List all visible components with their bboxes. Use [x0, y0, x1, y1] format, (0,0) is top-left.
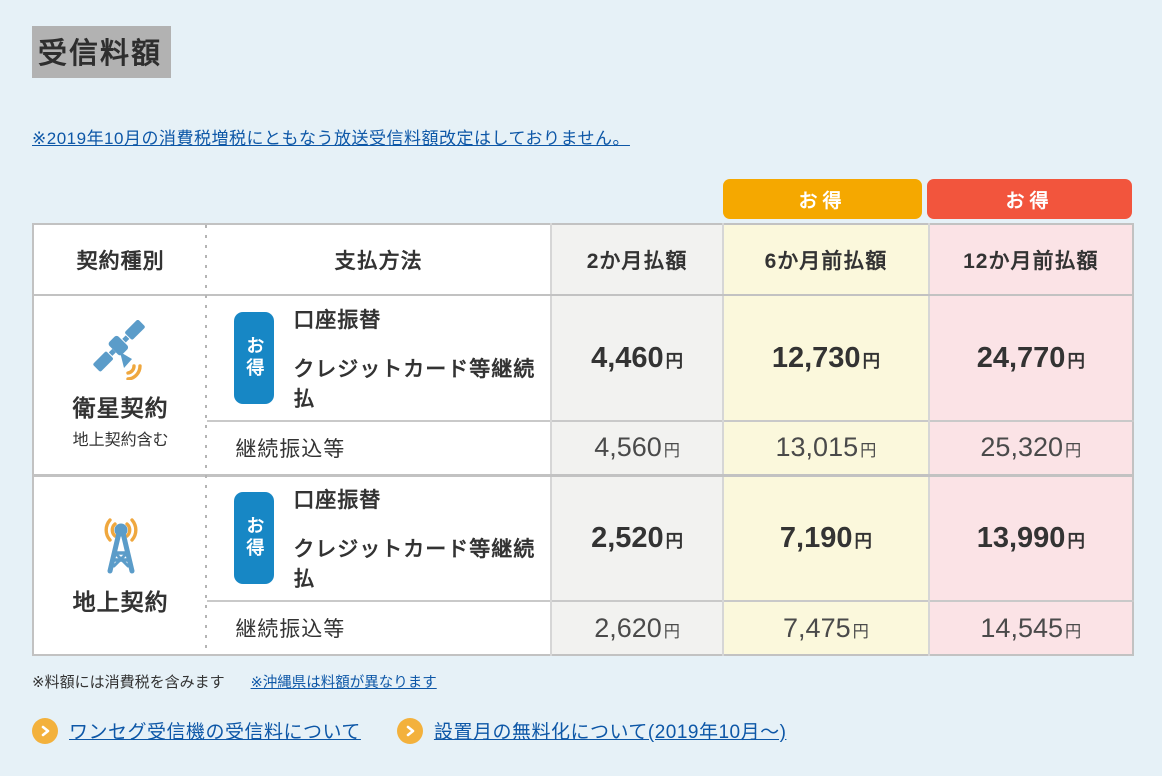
oneseg-fee-link-label: ワンセグ受信機の受信料について [69, 722, 361, 743]
installation-month-free-link[interactable]: 設置月の無料化について(2019年10月～) [396, 717, 787, 744]
satellite-deal-method-cell: お得 口座振替 クレジットカード等継続払 [207, 295, 551, 421]
okinawa-note-link[interactable]: ※沖縄県は料額が異なります [250, 675, 437, 691]
method-line-credit: クレジットカード等継続払 [293, 537, 536, 591]
page-title: 受信料額 [32, 26, 172, 78]
terrestrial-sub-row: 継続振込等 2,620 円 7,475 円 14,545 円 [33, 600, 1133, 655]
broadcast-tower-icon [104, 518, 138, 574]
header-six-month: 6か月前払額 [722, 224, 929, 296]
deal-badge-blue-icon: お得 [234, 492, 275, 585]
method-line-credit: クレジットカード等継続払 [293, 357, 536, 411]
method-transfer: 継続振込等 [235, 618, 346, 641]
tax-included-note: ※料額には消費税を含みます [32, 674, 225, 691]
price-cell: 7,190 円 [722, 473, 929, 601]
deal-badge-6month: お得 [723, 179, 922, 219]
header-two-month: 2か月払額 [549, 224, 724, 296]
contract-satellite-label: 衛星契約 [72, 394, 169, 421]
price-cell: 12,730 円 [722, 295, 929, 421]
price-cell: 2,620 円 [549, 600, 724, 655]
method-line-bank: 口座振替 [293, 488, 382, 512]
deal-badge-blue-icon: お得 [234, 312, 275, 404]
header-twelve-month: 12か月前払額 [927, 224, 1133, 296]
satellite-sub-row: 継続振込等 4,560 円 13,015 円 25,320 円 [33, 420, 1133, 475]
satellite-main-row: 衛星契約 地上契約含む お得 口座振替 クレジットカード等継続払 [33, 295, 1133, 475]
arrow-circle-icon [396, 717, 423, 744]
deal-badge-12month: お得 [927, 179, 1132, 219]
contract-terrestrial-label: 地上契約 [72, 588, 169, 615]
price-cell: 2,520 円 [549, 473, 724, 601]
price-cell: 25,320 円 [927, 420, 1133, 475]
arrow-circle-icon [32, 717, 58, 744]
terrestrial-main-row: 地上契約 お得 口座振替 クレジットカード等継続払 2,520 円 [33, 473, 1133, 655]
terrestrial-transfer-method-cell: 継続振込等 [207, 600, 551, 655]
header-row: 契約種別 支払方法 2か月払額 6か月前払額 12か月前払額 [33, 224, 1133, 296]
oneseg-fee-link[interactable]: ワンセグ受信機の受信料について [32, 717, 361, 744]
satellite-icon [93, 319, 145, 381]
price-cell: 4,560 円 [549, 420, 724, 475]
header-payment-method: 支払方法 [207, 224, 551, 296]
contract-terrestrial-cell: 地上契約 [33, 473, 208, 655]
deal-badges-row: お得 お得 [32, 179, 1134, 219]
satellite-transfer-method-cell: 継続振込等 [207, 420, 551, 475]
price-cell: 13,015 円 [722, 420, 929, 475]
related-links: ワンセグ受信機の受信料について 設置月の無料化について(2019年10月～) [32, 717, 1132, 744]
header-contract-type: 契約種別 [33, 224, 208, 296]
price-cell: 24,770 円 [927, 295, 1133, 421]
terrestrial-deal-method-cell: お得 口座振替 クレジットカード等継続払 [207, 473, 551, 601]
price-cell: 13,990 円 [927, 473, 1133, 601]
footnotes: ※料額には消費税を含みます ※沖縄県は料額が異なります [32, 671, 1132, 692]
fee-table-wrap: 契約種別 支払方法 2か月払額 6か月前払額 12か月前払額 [32, 223, 1134, 656]
price-cell: 14,545 円 [927, 600, 1133, 655]
method-transfer: 継続振込等 [235, 437, 346, 461]
price-cell: 4,460 円 [549, 295, 724, 421]
contract-satellite-sublabel: 地上契約含む [72, 431, 169, 449]
fee-table-area: お得 お得 契約種別 支払方法 2か月払額 6か月前払額 12か月前払額 [32, 179, 1134, 656]
reception-fee-section: 受信料額 ※2019年10月の消費税増税にともなう放送受信料額改定はしておりませ… [32, 26, 1134, 744]
price-cell: 7,475 円 [722, 600, 929, 655]
contract-satellite-cell: 衛星契約 地上契約含む [33, 295, 208, 475]
fee-table: 契約種別 支払方法 2か月払額 6か月前払額 12か月前払額 [32, 223, 1134, 656]
method-line-bank: 口座振替 [293, 308, 382, 332]
installation-month-free-link-label: 設置月の無料化について(2019年10月～) [433, 722, 787, 743]
tax-revision-note-link[interactable]: ※2019年10月の消費税増税にともなう放送受信料額改定はしておりません。 [32, 129, 630, 148]
